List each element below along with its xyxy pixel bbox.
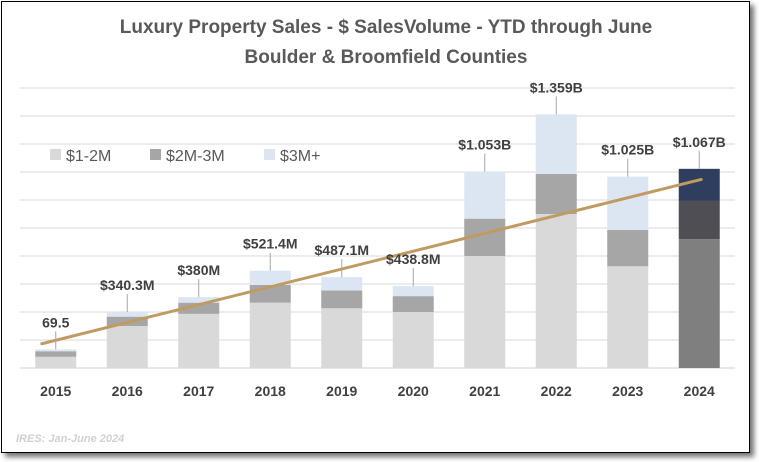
bar-2021-segment-3 [464,171,505,218]
bar-2023-segment-2 [607,230,648,266]
legend: $1-2M $2M-3M $3M+ [50,148,320,165]
bar-2019-segment-1 [321,308,362,368]
x-tick-2016: 2016 [112,383,143,399]
x-tick-2021: 2021 [469,383,500,399]
bar-2024-segment-1 [679,239,720,368]
bar-2016-segment-1 [107,326,148,368]
x-tick-2018: 2018 [255,383,286,399]
data-label-2019: $487.1M [315,242,369,258]
bar-2024-segment-2 [679,201,720,239]
x-tick-2022: 2022 [541,383,572,399]
bar-2022-segment-2 [536,174,577,214]
data-label-2024: $1.067B [673,134,726,150]
bar-2023-segment-3 [607,177,648,230]
bar-2015-segment-1 [35,357,76,368]
bar-2019-segment-2 [321,291,362,309]
x-tick-2024: 2024 [684,383,715,399]
legend-label-3m-plus: $3M+ [280,148,320,165]
data-label-2015: 69.5 [42,314,69,330]
bar-2021-segment-1 [464,256,505,368]
data-label-2022: $1.359B [530,79,583,95]
legend-label-2m-3m: $2M-3M [166,148,225,165]
data-label-2016: $340.3M [100,277,154,293]
data-label-2018: $521.4M [243,236,297,252]
legend-label-1-2m: $1-2M [66,148,111,165]
data-label-2017: $380M [177,262,220,278]
x-tick-2017: 2017 [183,383,214,399]
data-label-2020: $438.8M [386,251,440,267]
trendline [42,179,702,343]
bar-2022-segment-3 [536,114,577,174]
bar-2015-segment-3 [35,349,76,351]
chart-title: Luxury Property Sales - $ SalesVolume - … [120,17,652,38]
x-tick-2019: 2019 [326,383,357,399]
x-axis-ticks: 2015 2016 2017 2018 2019 2020 2021 2022 2023 2024 [40,383,715,399]
bar-2019-segment-3 [321,277,362,290]
bar-2015-segment-2 [35,351,76,357]
x-tick-2023: 2023 [612,383,643,399]
x-tick-2015: 2015 [40,383,71,399]
bar-2023-segment-1 [607,266,648,368]
bar-2016-segment-3 [107,312,148,317]
legend-swatch-1-2m [50,149,61,160]
bar-2020-segment-3 [393,286,434,296]
x-tick-2020: 2020 [398,383,429,399]
bar-2022-segment-1 [536,214,577,368]
bar-2020-segment-2 [393,296,434,312]
chart-subtitle: Boulder & Broomfield Counties [245,47,528,68]
bar-2018-segment-1 [250,303,291,368]
data-label-2023: $1.025B [601,142,654,158]
bar-2020-segment-1 [393,312,434,368]
chart-canvas: Luxury Property Sales - $ SalesVolume - … [0,0,759,462]
legend-swatch-3m-plus [264,149,275,160]
trendline-group [42,179,702,343]
data-label-2021: $1.053B [458,136,511,152]
legend-swatch-2m-3m [150,149,161,160]
source-note: IRES: Jan-June 2024 [16,433,124,445]
bar-2017-segment-1 [178,314,219,368]
